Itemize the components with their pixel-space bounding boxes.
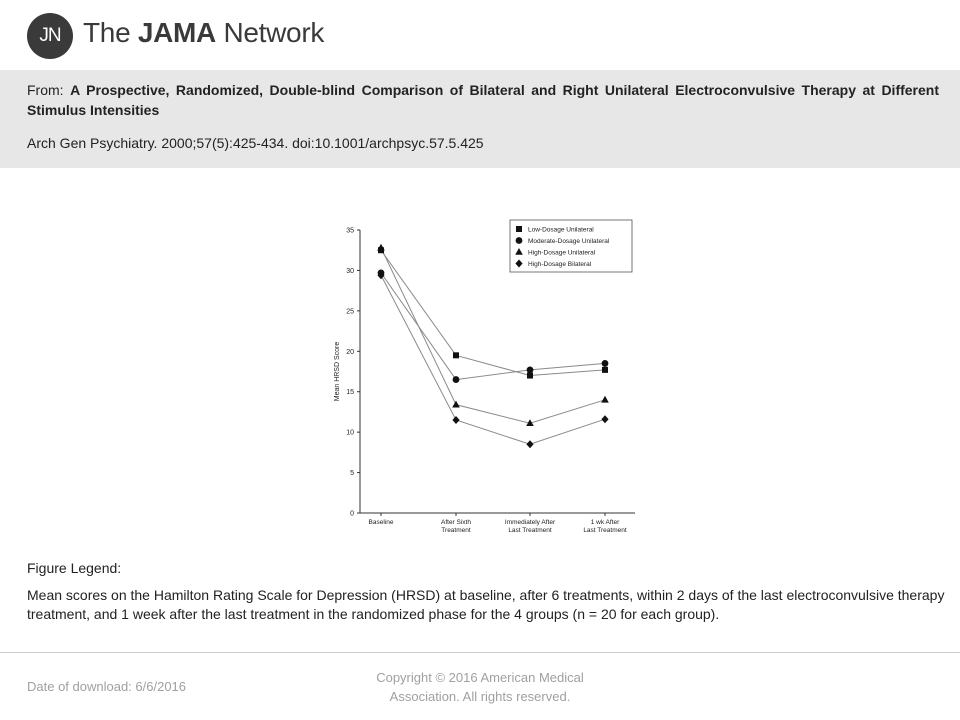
download-date: Date of download: 6/6/2016	[27, 679, 187, 694]
series-4-point	[526, 440, 534, 449]
brand-name: The JAMA Network	[83, 17, 324, 49]
hrsd-line-chart: 0 5 10 15 20 25 30 35 Mean HRSD Score Baseline Aft…	[334, 219, 635, 534]
y-tick-label: 30	[346, 268, 354, 275]
legend-label-4: High-Dosage Bilateral	[528, 261, 592, 268]
copyright-line-1: Copyright © 2016 American Medical	[376, 670, 584, 685]
series-3-point	[601, 395, 609, 403]
y-tick-label: 5	[350, 470, 354, 477]
figure-legend-label: Figure Legend:	[27, 560, 122, 576]
series-line-1	[380, 249, 606, 377]
y-tick-label: 35	[346, 228, 354, 235]
copyright: Copyright © 2016 American Medical Associ…	[350, 668, 610, 706]
series-4-point	[377, 271, 385, 280]
legend-marker-2	[515, 237, 523, 244]
x-tick-label: Last Treatment	[508, 527, 552, 534]
y-tick-label: 15	[346, 389, 354, 396]
legend-box	[509, 219, 633, 273]
x-tick-label: Baseline	[369, 519, 394, 526]
y-tick-label: 10	[346, 430, 354, 437]
series-1-point	[602, 366, 608, 373]
series-4-point	[601, 415, 609, 424]
legend-label-2: Moderate-Dosage Unilateral	[528, 238, 610, 245]
series-1-point	[453, 352, 459, 359]
header: JN The JAMA Network	[0, 0, 960, 70]
brand-bold: JAMA	[137, 17, 216, 48]
series-line-2	[380, 272, 606, 381]
series-line-3	[380, 247, 606, 424]
y-tick-label: 20	[346, 349, 354, 356]
article-from: From: A Prospective, Randomized, Double-…	[27, 80, 939, 120]
x-tick-label: 1 wk After	[591, 519, 620, 526]
legend-marker-1	[516, 226, 522, 232]
series-3-point	[377, 243, 385, 251]
y-axis-label: Mean HRSD Score	[334, 342, 341, 402]
brand-prefix: The	[83, 17, 138, 48]
article-title: A Prospective, Randomized, Double-blind …	[27, 82, 940, 118]
series-2-point	[601, 360, 609, 367]
series-4-point	[452, 416, 460, 425]
jama-network-logo[interactable]: JN	[27, 13, 73, 59]
legend-marker-3	[515, 248, 523, 255]
x-tick-label: Last Treatment	[583, 527, 627, 534]
series-line-4	[380, 275, 606, 445]
series-3-point	[452, 400, 460, 408]
legend-marker-4	[515, 259, 523, 268]
legend-label-1: Low-Dosage Unilateral	[528, 227, 594, 234]
series-1-point	[527, 372, 533, 379]
article-citation: Arch Gen Psychiatry. 2000;57(5):425-434.…	[27, 135, 484, 151]
footer-divider	[0, 652, 960, 653]
brand-suffix: Network	[215, 17, 325, 48]
x-tick-label: Immediately After	[505, 519, 556, 526]
copyright-line-2: Association. All rights reserved.	[389, 689, 571, 704]
series-2-point	[452, 376, 460, 383]
y-tick-label: 25	[346, 308, 354, 315]
y-tick-label: 0	[350, 511, 354, 518]
from-label: From:	[27, 82, 64, 98]
x-tick-label: After Sixth	[441, 519, 471, 526]
citation-box: From: A Prospective, Randomized, Double-…	[0, 70, 960, 168]
figure-legend-text: Mean scores on the Hamilton Rating Scale…	[27, 587, 945, 622]
x-tick-label: Treatment	[441, 527, 471, 534]
series-3-point	[526, 419, 534, 427]
series-2-point	[526, 366, 534, 374]
legend-label-3: High-Dosage Unilateral	[528, 250, 596, 257]
